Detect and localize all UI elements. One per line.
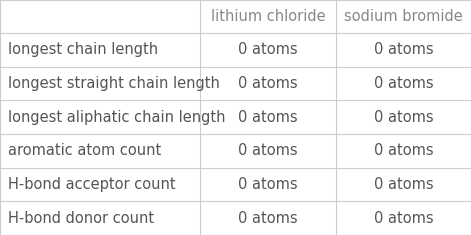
Text: 0 atoms: 0 atoms: [238, 177, 298, 192]
Text: H-bond acceptor count: H-bond acceptor count: [8, 177, 176, 192]
Text: aromatic atom count: aromatic atom count: [8, 143, 161, 158]
Text: longest aliphatic chain length: longest aliphatic chain length: [8, 110, 226, 125]
Text: 0 atoms: 0 atoms: [374, 211, 433, 226]
Text: sodium bromide: sodium bromide: [344, 9, 463, 24]
Text: 0 atoms: 0 atoms: [374, 42, 433, 57]
Text: longest straight chain length: longest straight chain length: [8, 76, 220, 91]
Text: 0 atoms: 0 atoms: [238, 110, 298, 125]
Text: longest chain length: longest chain length: [8, 42, 158, 57]
Text: 0 atoms: 0 atoms: [374, 177, 433, 192]
Text: lithium chloride: lithium chloride: [211, 9, 325, 24]
Text: 0 atoms: 0 atoms: [374, 110, 433, 125]
Text: 0 atoms: 0 atoms: [238, 211, 298, 226]
Text: 0 atoms: 0 atoms: [238, 76, 298, 91]
Text: H-bond donor count: H-bond donor count: [8, 211, 154, 226]
Text: 0 atoms: 0 atoms: [238, 42, 298, 57]
Text: 0 atoms: 0 atoms: [374, 143, 433, 158]
Text: 0 atoms: 0 atoms: [238, 143, 298, 158]
Text: 0 atoms: 0 atoms: [374, 76, 433, 91]
